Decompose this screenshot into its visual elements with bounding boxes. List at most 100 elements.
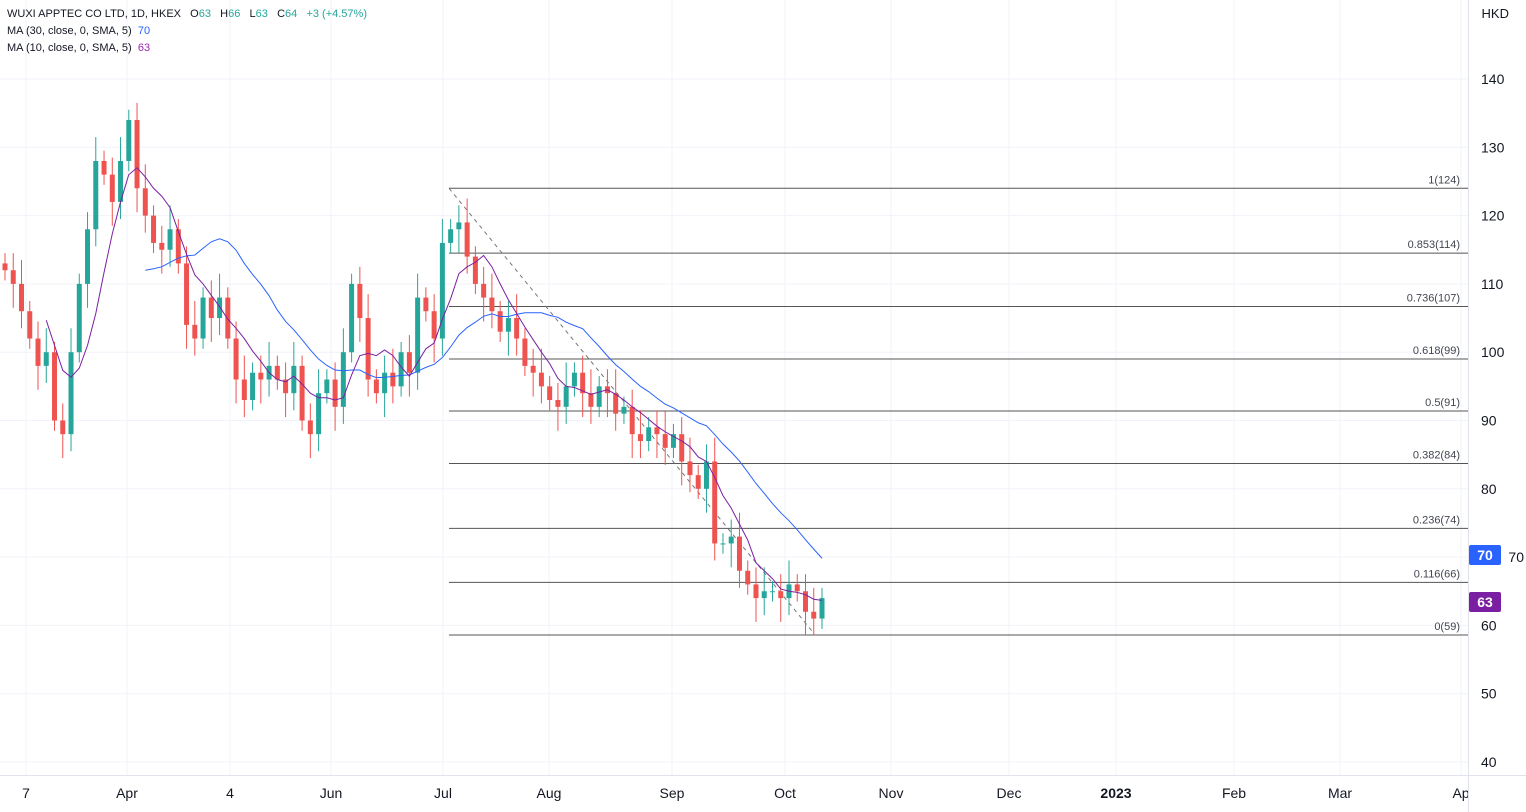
candle-body xyxy=(703,461,709,489)
candle-body xyxy=(382,372,388,394)
candle-body xyxy=(316,393,322,435)
candle-body xyxy=(43,352,49,366)
ma10-label: MA (10, close, 0, SMA, 5) xyxy=(7,42,132,54)
candle-body xyxy=(448,229,454,243)
candle-body xyxy=(794,584,800,592)
candle-body xyxy=(761,591,767,599)
candle-body xyxy=(621,406,627,414)
symbol-title[interactable]: WUXI APPTEC CO LTD, 1D, HKEX xyxy=(7,8,181,20)
candle-body xyxy=(406,352,412,373)
candle-body xyxy=(456,222,462,230)
fib-level-label: 0.382(84) xyxy=(1413,450,1460,462)
candle-body xyxy=(324,379,330,394)
candle-body xyxy=(217,297,223,319)
candle-body xyxy=(118,160,124,202)
close-label: C xyxy=(277,8,286,20)
x-tick-label: 2023 xyxy=(1100,785,1131,801)
x-tick-label: 7 xyxy=(22,785,30,801)
candle-body xyxy=(357,283,363,319)
candle-body xyxy=(200,297,206,339)
candle-body xyxy=(19,283,25,312)
candle-body xyxy=(753,584,759,599)
x-tick-label: Sep xyxy=(660,785,685,801)
candle-body xyxy=(431,311,437,339)
candle-body xyxy=(712,461,718,544)
candle-body xyxy=(291,365,297,394)
x-tick-label: Mar xyxy=(1328,785,1352,801)
x-tick-label: Nov xyxy=(879,785,904,801)
candle-body xyxy=(233,338,239,380)
candle-body xyxy=(307,420,313,435)
candle-body xyxy=(745,570,751,585)
candle-body xyxy=(151,215,157,243)
candle-body xyxy=(547,386,553,401)
candle-body xyxy=(489,297,495,312)
candle-body xyxy=(93,160,99,230)
candle-body xyxy=(802,591,808,612)
x-tick-label: Ap xyxy=(1452,785,1469,801)
x-tick-label: 4 xyxy=(226,785,234,801)
candle-body xyxy=(736,536,742,571)
candle-body xyxy=(225,297,231,339)
candle-body xyxy=(142,188,148,216)
ma10-legend[interactable]: MA (10, close, 0, SMA, 5) 63 xyxy=(7,40,367,57)
x-tick-label: Oct xyxy=(774,785,796,801)
candle-body xyxy=(588,393,594,407)
candle-body xyxy=(415,297,421,373)
y-tick-label: 80 xyxy=(1481,481,1497,497)
candle-body xyxy=(637,434,643,441)
candle-body xyxy=(687,461,693,476)
candle-body xyxy=(811,611,817,619)
candle-body xyxy=(184,263,190,325)
close-value: 64 xyxy=(285,8,298,20)
high-value: 66 xyxy=(228,8,241,20)
candle-body xyxy=(423,297,429,312)
candle-body xyxy=(126,119,132,161)
y-tick-label: 100 xyxy=(1481,344,1505,360)
y-tick-label: 120 xyxy=(1481,208,1505,224)
open-label: O xyxy=(190,8,199,20)
candle-body xyxy=(52,352,58,421)
candle-body xyxy=(365,318,371,380)
x-tick-label: Jun xyxy=(320,785,343,801)
candle-body xyxy=(472,256,478,284)
candle-body xyxy=(101,160,107,175)
x-tick-label: Dec xyxy=(997,785,1022,801)
fib-level-label: 0.5(91) xyxy=(1425,397,1460,409)
candle-body xyxy=(481,283,487,298)
ma10-line xyxy=(45,167,823,601)
ma30-line xyxy=(145,238,823,559)
open-value: 63 xyxy=(198,8,211,20)
y-tick-label: 60 xyxy=(1481,617,1497,633)
change-value: +3 (+4.57%) xyxy=(306,8,367,20)
candle-body xyxy=(629,406,635,435)
currency-label[interactable]: HKD xyxy=(1481,6,1509,21)
y-tick-label: 140 xyxy=(1481,71,1505,87)
ma30-value: 70 xyxy=(137,25,151,37)
candle-body xyxy=(390,372,396,387)
candle-body xyxy=(720,543,726,545)
fib-level-label: 0.116(66) xyxy=(1414,568,1460,580)
ma30-legend[interactable]: MA (30, close, 0, SMA, 5) 70 xyxy=(7,23,367,40)
candles xyxy=(2,102,825,636)
candle-body xyxy=(538,372,544,387)
low-label: L xyxy=(249,8,256,20)
candle-body xyxy=(109,174,115,202)
candle-body xyxy=(563,386,569,407)
ma10-price-badge: 63 xyxy=(1469,592,1501,612)
candle-body xyxy=(654,427,660,435)
candle-body xyxy=(2,263,8,271)
candle-body xyxy=(340,352,346,407)
candle-body xyxy=(571,372,577,387)
y-tick-label: 50 xyxy=(1481,686,1497,702)
candle-body xyxy=(258,372,264,380)
fib-level-label: 0.853(114) xyxy=(1408,239,1460,251)
candle-body xyxy=(60,420,66,435)
candle-body xyxy=(778,591,784,599)
candle-body xyxy=(167,229,173,250)
candle-body xyxy=(679,434,685,462)
candle-body xyxy=(646,427,652,441)
fib-level-label: 1(124) xyxy=(1428,174,1460,186)
chart-legend: WUXI APPTEC CO LTD, 1D, HKEX O63 H66 L63… xyxy=(7,6,367,57)
